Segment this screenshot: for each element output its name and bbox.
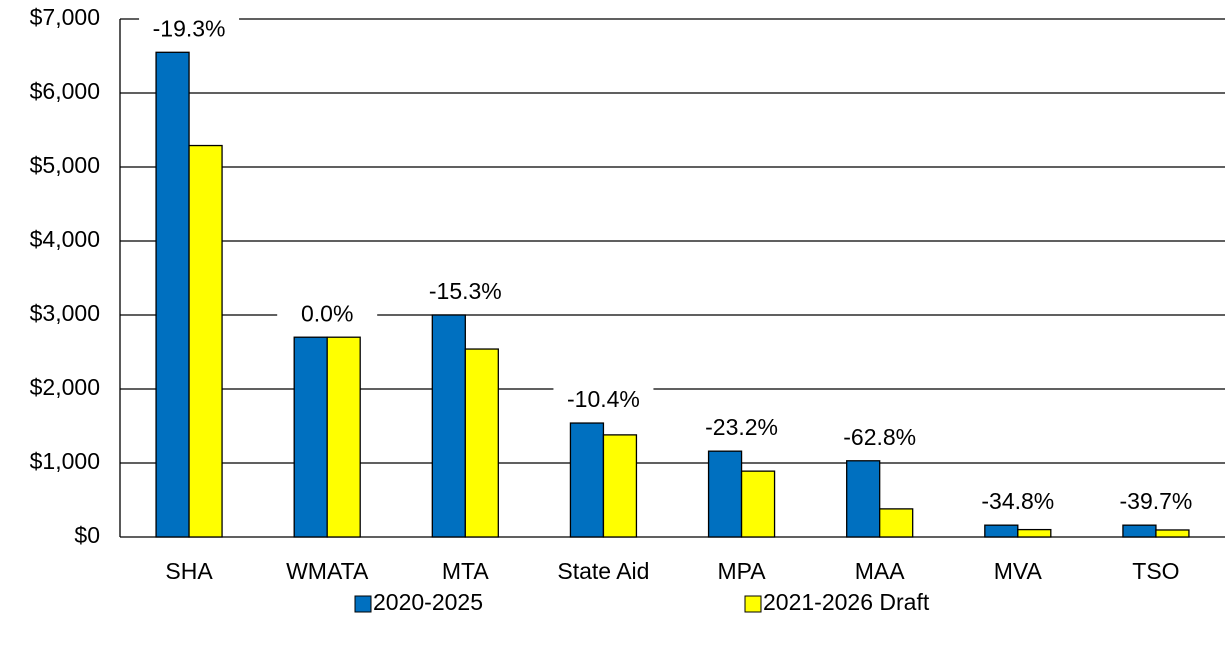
y-tick-label: $1,000 [30,448,100,474]
bar [1155,529,1190,538]
x-tick-label: MTA [442,558,490,584]
change-label: -19.3% [153,15,226,41]
label-background [139,15,240,46]
x-tick-label: TSO [1132,558,1179,584]
legend-label: 2021-2026 Draft [763,589,930,615]
y-tick-label: $7,000 [30,4,100,30]
y-tick-label: $3,000 [30,300,100,326]
legend-swatch [354,595,372,613]
y-tick-label: $5,000 [30,152,100,178]
x-tick-label: MPA [717,558,766,584]
bar [740,470,776,538]
bar [326,336,361,538]
bar [1017,528,1052,538]
change-label: -34.8% [981,488,1054,514]
change-label: -62.8% [843,424,916,450]
bar [431,314,466,538]
y-tick-label: $0 [74,522,100,548]
bar [846,460,881,538]
bar [707,450,743,538]
label-background [553,386,654,417]
bar [1122,524,1157,538]
label-background [691,414,792,445]
bar [155,51,190,538]
change-label: -10.4% [567,386,640,412]
bar [602,434,638,538]
bar [464,348,499,538]
bar [293,336,328,538]
bar [879,508,914,538]
legend-swatch [744,595,762,613]
label-background [277,300,378,331]
change-label: -39.7% [1120,488,1193,514]
x-tick-label: MAA [855,558,906,584]
x-tick-label: State Aid [557,558,649,584]
label-background [1105,488,1206,519]
change-label: 0.0% [301,300,353,326]
label-background [829,423,930,454]
x-tick-label: WMATA [286,558,369,584]
change-label: -23.2% [705,414,778,440]
label-background [415,278,516,308]
y-tick-label: $2,000 [30,374,100,400]
y-tick-label: $4,000 [30,226,100,252]
y-tick-label: $6,000 [30,78,100,104]
x-tick-label: MVA [994,558,1043,584]
bar [188,144,223,538]
bar [569,422,605,538]
x-tick-label: SHA [165,558,213,584]
label-background [967,488,1068,519]
legend-label: 2020-2025 [373,589,483,615]
change-label: -15.3% [429,278,502,304]
bar [984,524,1019,538]
